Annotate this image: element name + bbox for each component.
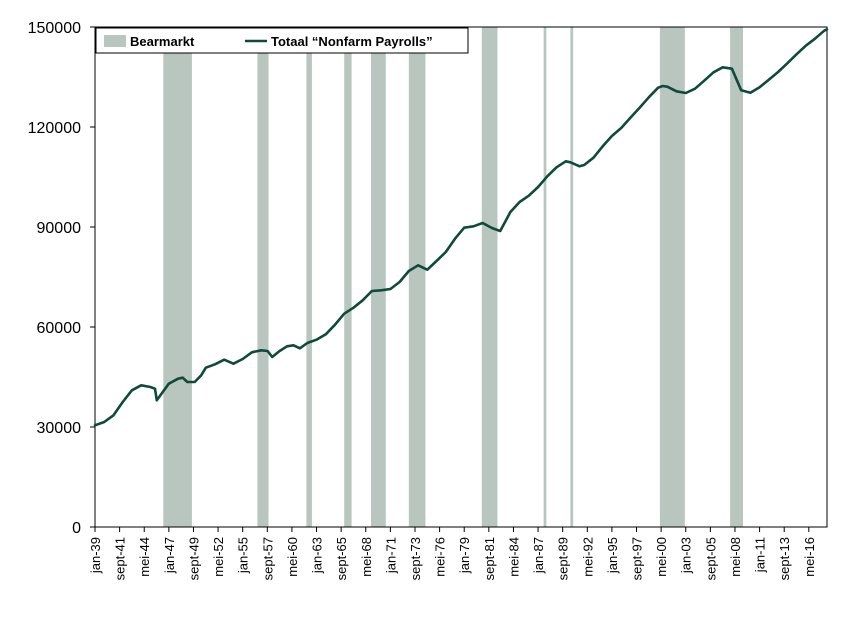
- bear-market-band-2: [257, 27, 269, 527]
- x-tick-label-20: mei-92: [580, 537, 595, 577]
- bear-market-bands: [163, 27, 743, 527]
- series-line-nonfarm-payrolls: [93, 28, 829, 427]
- y-tick-label-1: 30000: [37, 420, 82, 437]
- x-tick-label-19: sept-89: [556, 537, 571, 580]
- y-tick-label-2: 60000: [37, 320, 82, 337]
- x-tick-label-1: sept-41: [113, 537, 128, 580]
- x-tick-label-18: jan-87: [531, 537, 546, 574]
- bear-market-band-6: [408, 27, 426, 527]
- bear-market-band-8: [543, 27, 547, 527]
- bear-market-band-10: [659, 27, 685, 527]
- x-tick-label-13: sept-73: [408, 537, 423, 580]
- x-tick-label-28: sept-13: [777, 537, 792, 580]
- legend-swatch-bearmarkt: [104, 35, 126, 47]
- x-tick-label-12: jan-71: [383, 537, 398, 574]
- x-tick-label-21: jan-95: [605, 537, 620, 574]
- plot-area-frame: [94, 26, 828, 528]
- x-tick-label-3: jan-47: [162, 537, 177, 574]
- x-tick-label-27: jan-11: [753, 537, 768, 573]
- x-tick-label-24: jan-03: [679, 537, 694, 574]
- x-tick-label-22: sept-97: [630, 537, 645, 580]
- bear-market-band-9: [570, 27, 574, 527]
- y-tick-label-4: 120000: [28, 120, 81, 137]
- legend: Bearmarkt Totaal “Nonfarm Payrolls”: [95, 27, 469, 54]
- x-tick-label-10: sept-65: [334, 537, 349, 580]
- bear-market-band-11: [730, 27, 743, 527]
- x-tick-label-2: mei-44: [137, 537, 152, 577]
- x-axis: jan-39 sept-41 mei-44 jan-47 sept-49 mei-52 ja…: [88, 527, 817, 580]
- x-tick-label-7: sept-57: [260, 537, 275, 580]
- legend-label-bearmarkt: Bearmarkt: [130, 34, 195, 49]
- x-tick-label-11: mei-68: [359, 537, 374, 577]
- x-tick-label-16: sept-81: [482, 537, 497, 580]
- bear-market-band-7: [481, 27, 498, 527]
- bear-market-band-1: [163, 27, 192, 527]
- x-tick-label-29: mei-16: [802, 537, 817, 577]
- x-tick-label-17: mei-84: [506, 537, 521, 577]
- x-tick-label-25: sept-05: [703, 537, 718, 580]
- y-tick-label-0: 0: [72, 520, 81, 537]
- x-tick-label-8: mei-60: [285, 537, 300, 577]
- bear-market-band-3: [306, 27, 312, 527]
- x-tick-label-14: mei-76: [433, 537, 448, 577]
- x-tick-label-5: mei-52: [211, 537, 226, 577]
- x-tick-label-9: jan-63: [310, 537, 325, 574]
- x-tick-label-0: jan-39: [88, 537, 103, 574]
- x-tick-label-4: sept-49: [186, 537, 201, 580]
- x-tick-label-23: mei-00: [654, 537, 669, 577]
- x-tick-label-6: jan-55: [236, 537, 251, 574]
- legend-label-nonfarm-payrolls: Totaal “Nonfarm Payrolls”: [271, 34, 433, 49]
- y-axis: 0 30000 60000 90000 120000 150000: [28, 20, 95, 537]
- y-tick-label-3: 90000: [37, 220, 82, 237]
- y-tick-label-5: 150000: [28, 20, 81, 37]
- x-tick-label-15: jan-79: [457, 537, 472, 574]
- bear-market-band-5: [371, 27, 386, 527]
- x-tick-label-26: mei-08: [728, 537, 743, 577]
- legend-box: [95, 27, 469, 54]
- bear-market-band-4: [344, 27, 352, 527]
